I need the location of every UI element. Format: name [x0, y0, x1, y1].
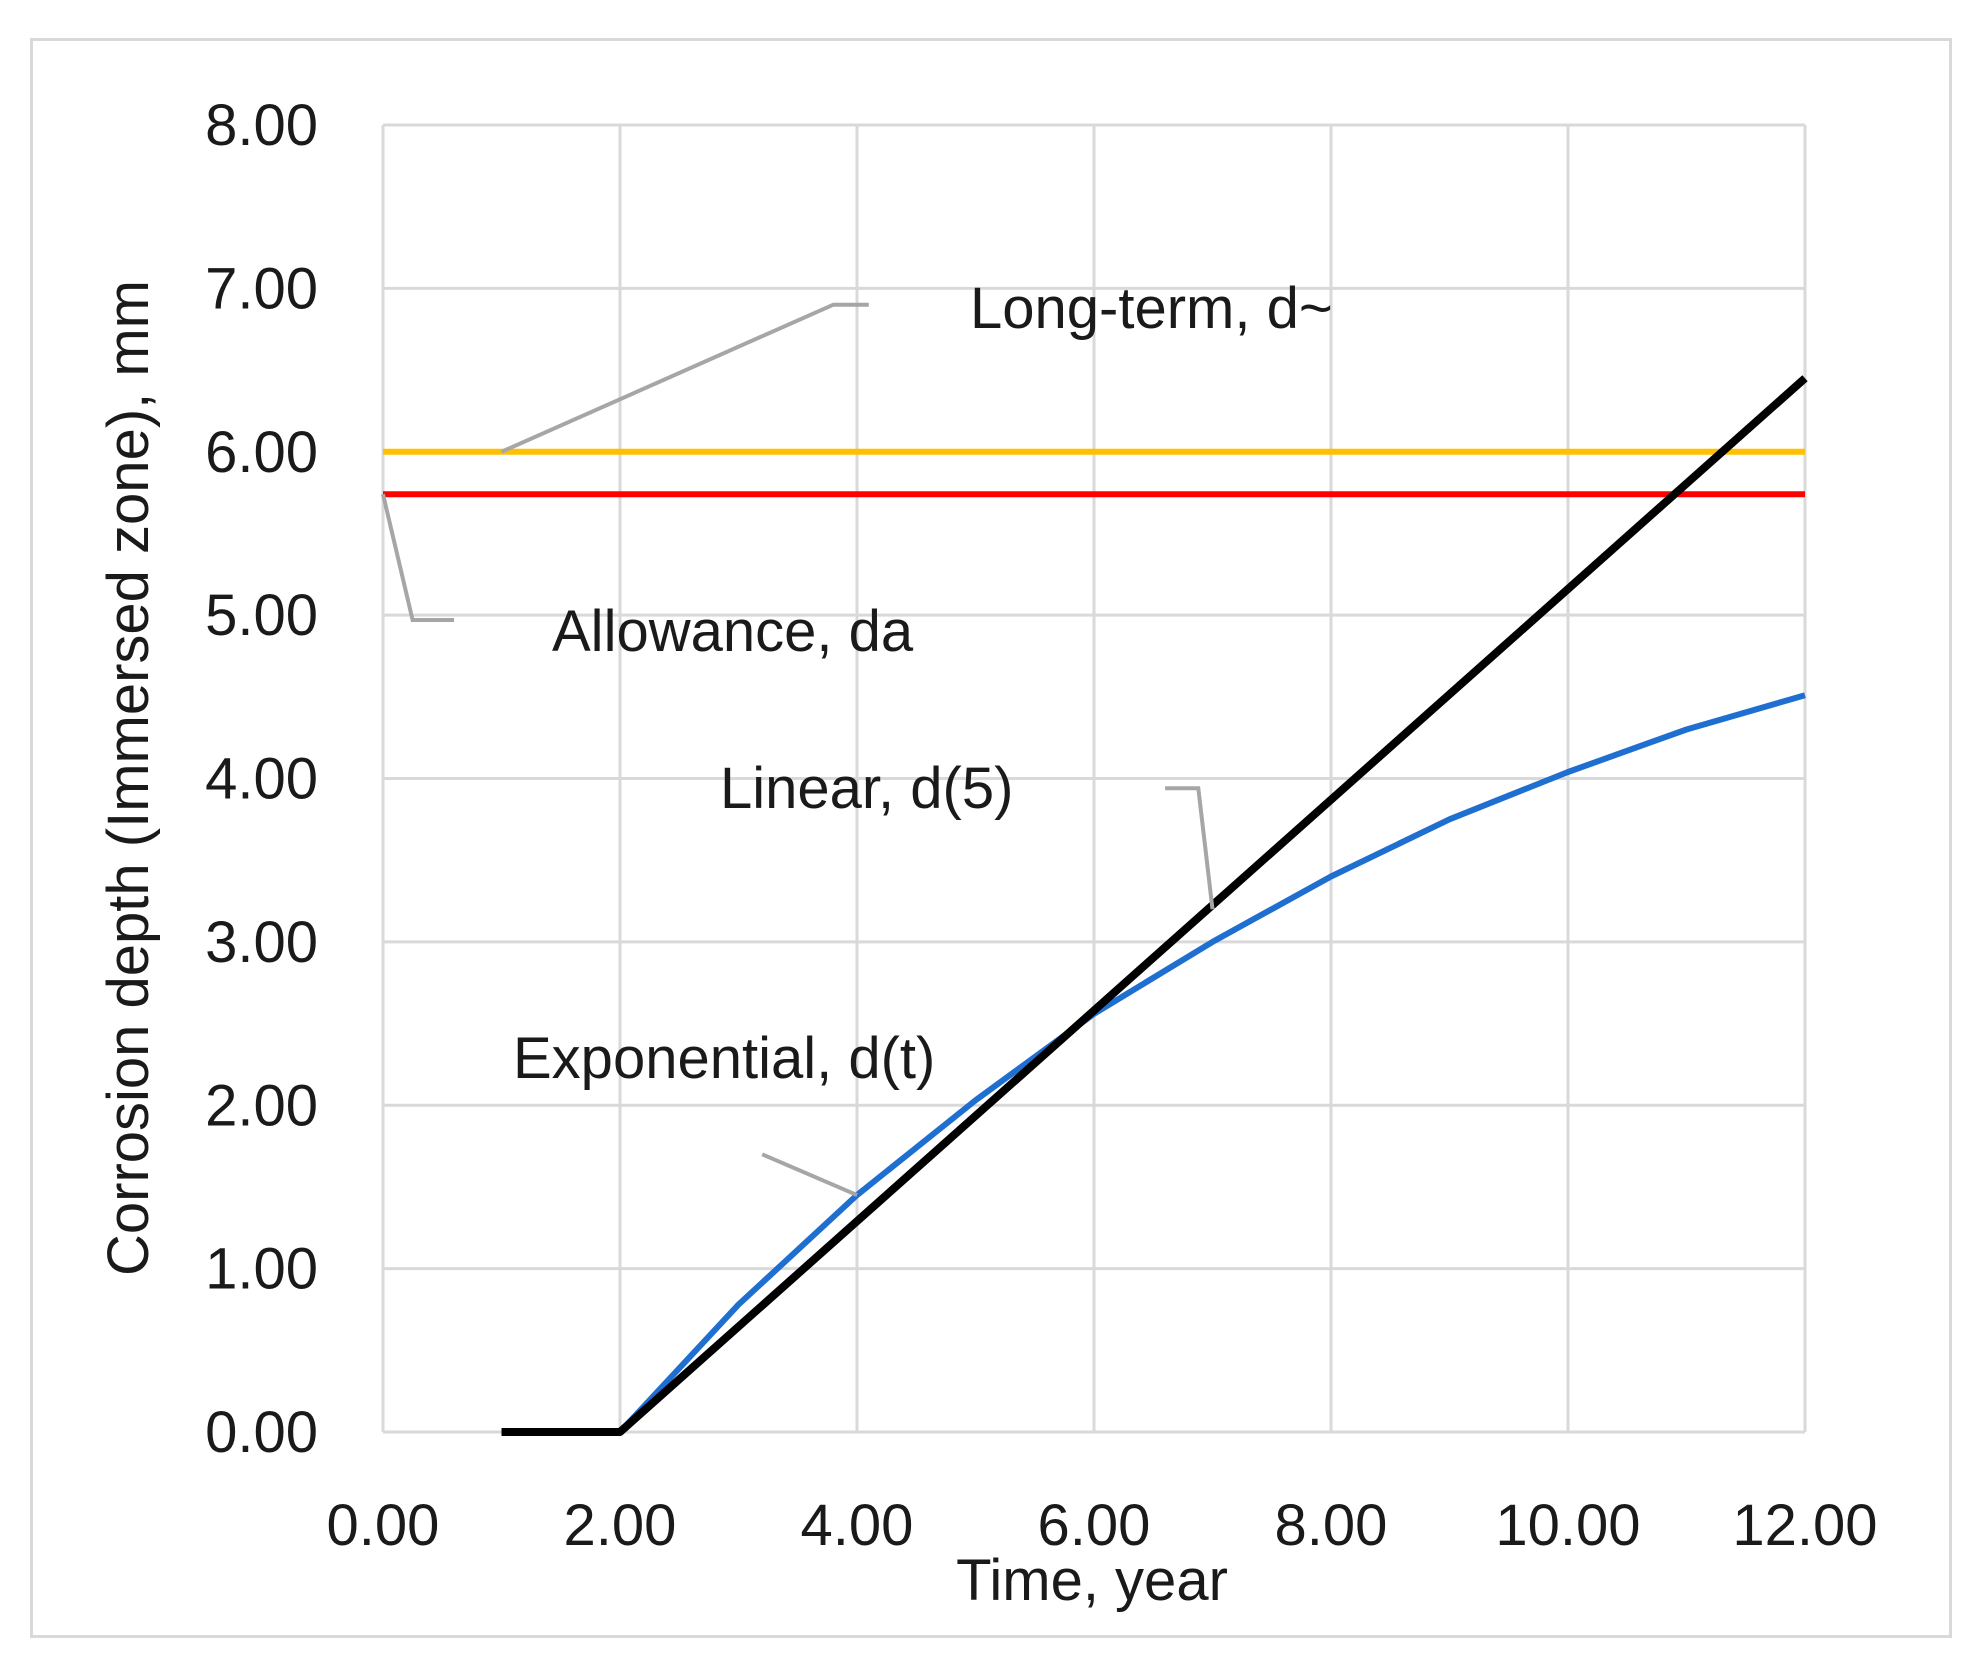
- tick-labels: 0.00 2.00 4.00 6.00 8.00 10.00 12.00 0.00 1.00 2.…: [205, 93, 1877, 1558]
- y-tick-label-0: 0.00: [205, 1400, 318, 1465]
- annotation-exponential: Exponential, d(t): [513, 1026, 935, 1091]
- series-line-exponential-d-t: [501, 692, 1806, 1435]
- annotation-leaders: [381, 302, 1215, 1197]
- y-tick-label-4: 4.00: [205, 747, 318, 812]
- y-tick-label-7: 7.00: [205, 256, 318, 321]
- x-tick-label-1: 2.00: [564, 1493, 677, 1558]
- annotation-leader-1: [381, 493, 455, 622]
- y-axis-title: Corrosion depth (Immersed zone), mm: [96, 280, 161, 1276]
- annotation-allowance: Allowance, da: [552, 599, 914, 664]
- x-tick-label-0: 0.00: [327, 1493, 440, 1558]
- y-tick-label-3: 3.00: [205, 910, 318, 975]
- series-layer: [383, 375, 1808, 1436]
- annotation-leader-3: [761, 1152, 858, 1197]
- x-tick-label-4: 8.00: [1275, 1493, 1388, 1558]
- annotation-leader-2: [1165, 786, 1215, 910]
- y-tick-label-1: 1.00: [205, 1237, 318, 1302]
- annotation-long-term: Long-term, d~: [970, 276, 1333, 341]
- y-tick-label-8: 8.00: [205, 93, 318, 158]
- y-tick-label-6: 6.00: [205, 420, 318, 485]
- x-tick-label-6: 12.00: [1732, 1493, 1877, 1558]
- x-tick-label-3: 6.00: [1038, 1493, 1151, 1558]
- x-tick-label-2: 4.00: [801, 1493, 914, 1558]
- y-tick-label-5: 5.00: [205, 583, 318, 648]
- x-axis-title: Time, year: [956, 1548, 1228, 1613]
- y-tick-label-2: 2.00: [205, 1073, 318, 1138]
- annotation-linear: Linear, d(5): [720, 756, 1013, 821]
- x-tick-label-5: 10.00: [1495, 1493, 1640, 1558]
- series-line-linear-d-5: [501, 375, 1808, 1436]
- annotation-leader-0: [500, 302, 869, 454]
- chart-frame: [30, 38, 1952, 1638]
